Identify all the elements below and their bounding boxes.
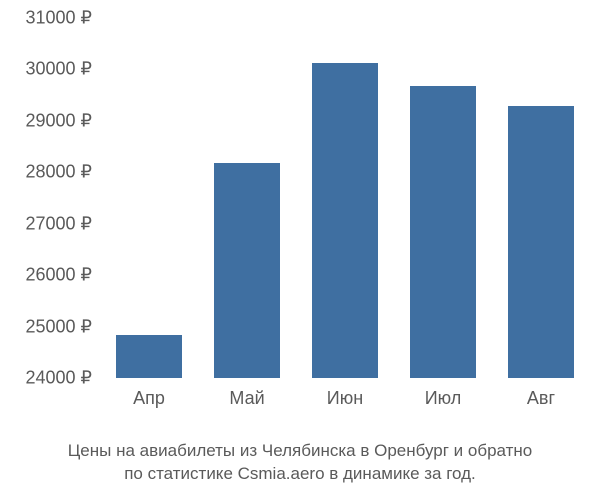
bar [508, 106, 575, 378]
y-tick-label: 25000 ₽ [25, 316, 100, 337]
y-tick-label: 30000 ₽ [25, 59, 100, 80]
chart-caption: Цены на авиабилеты из Челябинска в Оренб… [0, 440, 600, 486]
price-chart: 24000 ₽ 25000 ₽ 26000 ₽ 27000 ₽ 28000 ₽ 29000… [0, 0, 600, 500]
x-tick-label: Июн [327, 378, 363, 409]
x-tick-label: Авг [527, 378, 555, 409]
caption-line-1: Цены на авиабилеты из Челябинска в Оренб… [68, 441, 533, 460]
y-tick-label: 31000 ₽ [25, 8, 100, 29]
y-tick-label: 28000 ₽ [25, 162, 100, 183]
bar [312, 63, 379, 378]
plot-area: 24000 ₽25000 ₽26000 ₽27000 ₽28000 ₽29000… [100, 18, 590, 378]
y-tick-label: 24000 ₽ [25, 368, 100, 389]
bar [214, 163, 281, 378]
x-tick-label: Май [229, 378, 264, 409]
y-tick-label: 27000 ₽ [25, 213, 100, 234]
bar [410, 86, 477, 378]
bar [116, 335, 183, 378]
x-tick-label: Июл [425, 378, 462, 409]
caption-line-2: по статистике Csmia.aero в динамике за г… [124, 464, 476, 483]
y-tick-label: 26000 ₽ [25, 265, 100, 286]
y-tick-label: 29000 ₽ [25, 110, 100, 131]
x-tick-label: Апр [133, 378, 165, 409]
